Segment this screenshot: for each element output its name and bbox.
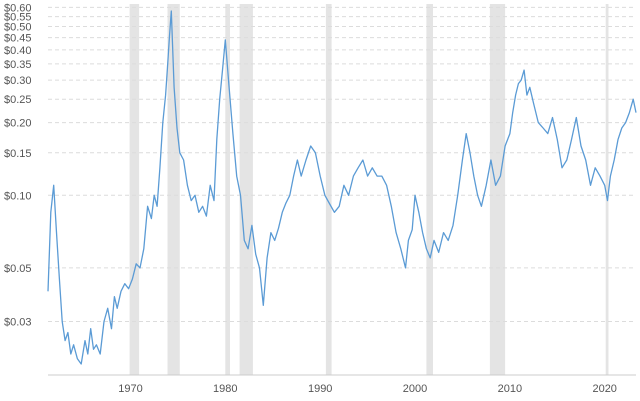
y-tick-label: $0.05 <box>4 263 32 275</box>
x-tick-label: 1990 <box>308 383 332 395</box>
x-tick-label: 2020 <box>592 383 616 395</box>
x-tick-label: 1980 <box>213 383 237 395</box>
recession-band-0 <box>129 4 140 375</box>
recession-bands <box>129 4 609 375</box>
y-tick-label: $0.50 <box>4 22 32 34</box>
y-tick-label: $0.35 <box>4 59 32 71</box>
recession-band-7 <box>605 4 609 375</box>
x-tick-label: 2000 <box>403 383 427 395</box>
y-tick-label: $0.55 <box>4 12 32 24</box>
y-tick-label: $0.40 <box>4 45 32 57</box>
recession-band-4 <box>325 4 332 375</box>
recession-band-1 <box>167 4 180 375</box>
y-tick-label: $0.10 <box>4 190 32 202</box>
y-tick-label: $0.20 <box>4 118 32 130</box>
x-axis-ticks: 1970 1980 1990 2000 2010 2020 <box>118 383 617 395</box>
x-tick-label: 1970 <box>118 383 142 395</box>
recession-band-5 <box>426 4 433 375</box>
y-tick-label: $0.03 <box>4 317 32 329</box>
series-layer <box>47 10 637 365</box>
recession-band-2 <box>225 4 230 375</box>
y-tick-label: $0.25 <box>4 94 32 106</box>
recession-band-3 <box>239 4 253 375</box>
y-tick-label: $0.45 <box>4 33 32 45</box>
y-axis-ticks: $0.03 $0.05 $0.10 $0.15 $0.20 $0.25 $0.30 $0.35… <box>4 2 32 328</box>
recession-band-6 <box>489 4 506 375</box>
y-tick-label: $0.15 <box>4 148 32 160</box>
x-tick-label: 2010 <box>498 383 522 395</box>
series-line-0 <box>47 10 637 365</box>
y-tick-label: $0.30 <box>4 75 32 87</box>
y-tick-label: $0.60 <box>4 2 32 14</box>
